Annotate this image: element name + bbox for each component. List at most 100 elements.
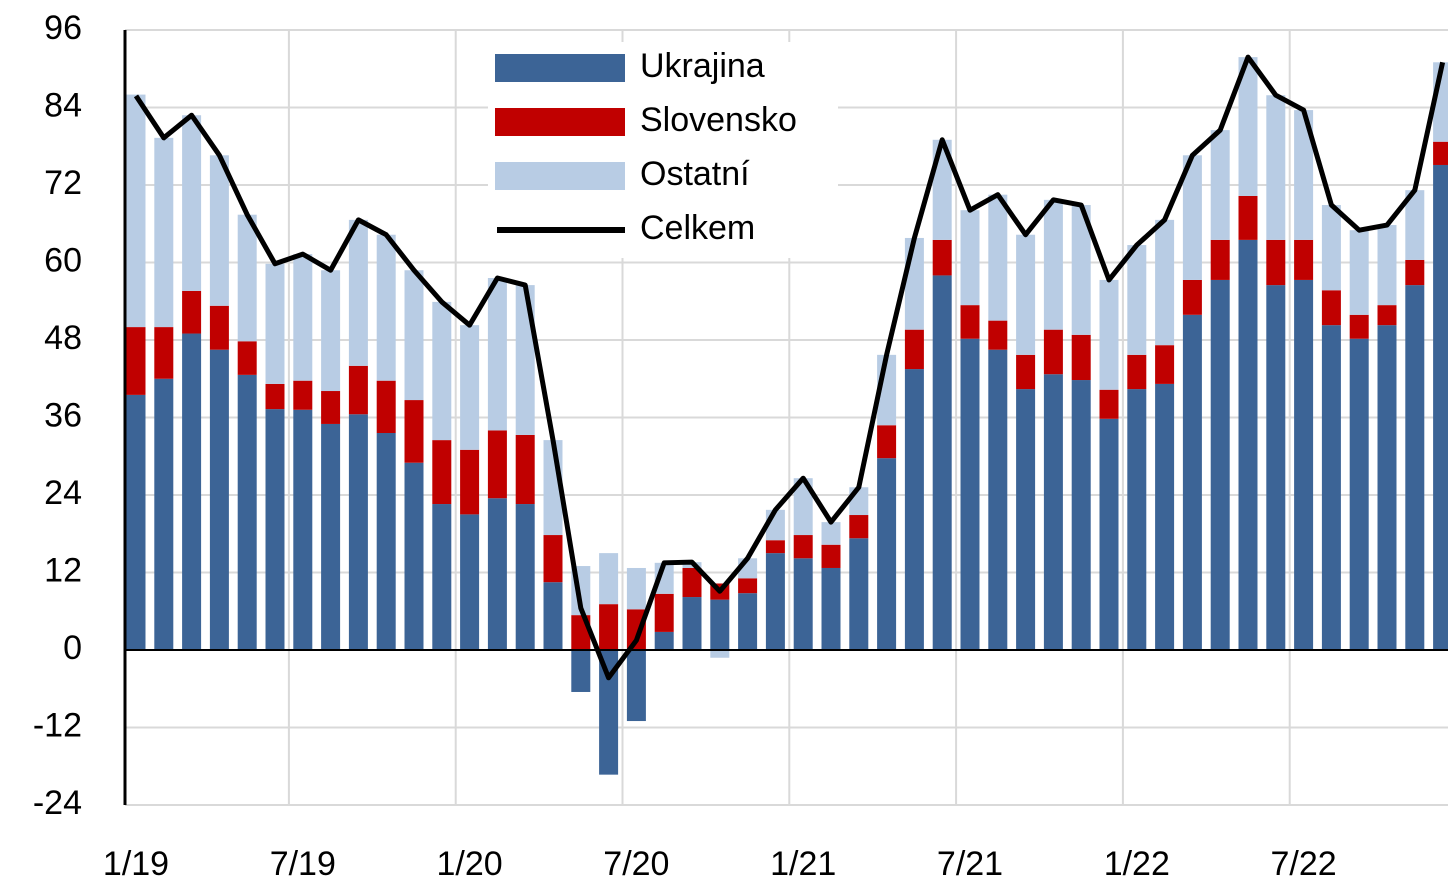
- total-line: [133, 54, 1446, 681]
- bar-segment: [682, 567, 702, 598]
- legend-label: Ostatní: [640, 155, 750, 193]
- bar-segment: [765, 553, 785, 650]
- bar-segment: [543, 535, 563, 583]
- bar-segment: [126, 94, 146, 328]
- bar-segment: [793, 535, 813, 559]
- bar-segment: [265, 263, 285, 384]
- legend-label: Ukrajina: [640, 47, 765, 85]
- bar-segment: [432, 301, 452, 441]
- bar-segment: [265, 409, 285, 650]
- legend-label: Slovensko: [640, 101, 797, 139]
- y-tick-label: 12: [44, 551, 82, 589]
- bar-segment: [515, 504, 535, 650]
- bar-segment: [487, 278, 507, 431]
- bar-segment: [1155, 383, 1175, 650]
- bar-segment: [265, 383, 285, 410]
- bar-segment: [1210, 130, 1230, 240]
- bar-segment: [432, 504, 452, 650]
- bar-segment: [1182, 155, 1202, 280]
- bar-segment: [293, 254, 313, 381]
- bar-segment: [1405, 190, 1425, 260]
- y-tick-label: 0: [63, 629, 82, 667]
- bar-segment: [1043, 199, 1063, 330]
- bar-segment: [1238, 195, 1258, 240]
- x-tick-label: 1/19: [103, 845, 169, 883]
- bar-segment: [209, 155, 229, 306]
- bar-segment: [1071, 205, 1091, 335]
- bar-segment: [1016, 389, 1036, 650]
- bar-segment: [738, 593, 758, 650]
- bar-segment: [1099, 389, 1119, 419]
- bar-segment: [1182, 314, 1202, 650]
- bar-segment: [1321, 325, 1341, 650]
- bar-segment: [932, 239, 952, 276]
- legend: Ukrajina Slovensko Ostatní Celkem: [488, 42, 838, 258]
- bar-segment: [1405, 259, 1425, 286]
- bar-segment: [904, 237, 924, 330]
- bar-segment: [626, 567, 646, 610]
- legend-label: Celkem: [640, 209, 755, 247]
- bar-segment: [1155, 219, 1175, 346]
- bar-segment: [1071, 380, 1091, 650]
- y-tick-label: -12: [33, 706, 82, 744]
- bar-segment: [460, 449, 480, 515]
- bar-segment: [849, 538, 869, 650]
- bar-segment: [1377, 305, 1397, 326]
- bar-segment: [1349, 230, 1369, 315]
- bar-segment: [904, 369, 924, 650]
- bar-segment: [376, 433, 396, 650]
- y-tick-label: 72: [44, 164, 82, 202]
- bar-segment: [1127, 354, 1147, 390]
- x-tick-label: 7/19: [270, 845, 336, 883]
- bar-segment: [821, 522, 841, 545]
- bar-segment: [1377, 325, 1397, 650]
- bar-segment: [293, 409, 313, 650]
- bar-segment: [738, 578, 758, 594]
- bar-segment: [626, 650, 646, 722]
- bar-segment: [1210, 279, 1230, 650]
- bar-segment: [321, 423, 341, 650]
- bar-segment: [599, 650, 619, 775]
- bar-segment: [571, 650, 591, 692]
- bar-segment: [682, 597, 702, 650]
- bar-segment: [1127, 389, 1147, 650]
- bar-segment: [1266, 285, 1286, 650]
- bar-segment: [599, 604, 619, 650]
- bar-segment: [877, 458, 897, 650]
- y-tick-label: 24: [44, 474, 82, 512]
- bar-segment: [960, 305, 980, 339]
- bar-segment: [237, 374, 257, 650]
- bar-segment: [960, 338, 980, 650]
- bar-segment: [182, 290, 202, 334]
- bar-segment: [321, 270, 341, 392]
- bar-segment: [154, 378, 174, 650]
- bar-segment: [126, 394, 146, 650]
- y-tick-label: -24: [33, 784, 82, 822]
- bar-segment: [849, 515, 869, 539]
- bar-segment: [1266, 95, 1286, 240]
- x-tick-label: 1/20: [437, 845, 503, 883]
- bar-segment: [209, 305, 229, 350]
- bar-segment: [793, 478, 813, 536]
- legend-swatch: [495, 108, 625, 136]
- bar-segment: [821, 567, 841, 650]
- y-tick-label: 36: [44, 396, 82, 434]
- bar-segment: [1377, 225, 1397, 306]
- bar-segment: [1405, 285, 1425, 650]
- y-tick-label: 48: [44, 319, 82, 357]
- bar-segment: [1182, 279, 1202, 315]
- bar-segment: [1294, 110, 1314, 240]
- bar-segment: [487, 430, 507, 499]
- bar-segment: [404, 400, 424, 463]
- bar-segment: [1433, 164, 1448, 650]
- legend-swatch: [495, 162, 625, 190]
- bar-segment: [599, 553, 619, 605]
- bar-segment: [710, 650, 730, 658]
- bar-segment: [1210, 239, 1230, 280]
- bar-segment: [348, 219, 368, 366]
- bar-segment: [182, 115, 202, 291]
- bar-segment: [1349, 338, 1369, 650]
- bar-segment: [1071, 334, 1091, 381]
- y-tick-label: 60: [44, 241, 82, 279]
